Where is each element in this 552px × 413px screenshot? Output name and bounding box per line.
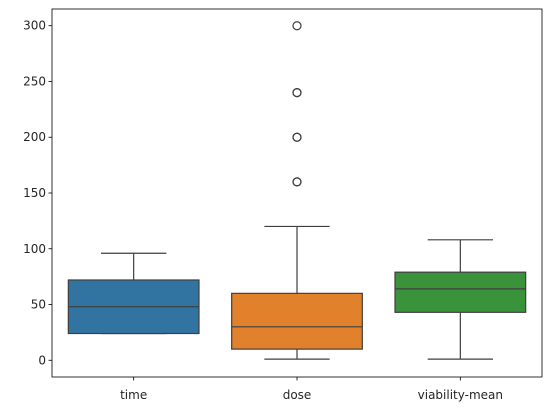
x-tick-label: time xyxy=(120,388,147,402)
boxes-layer xyxy=(67,21,527,360)
y-tick-label: 100 xyxy=(23,242,46,256)
outlier-point xyxy=(292,132,302,142)
iqr-box xyxy=(231,292,363,350)
outlier-point xyxy=(292,21,302,31)
y-tick-label: 50 xyxy=(31,298,46,312)
outlier-point xyxy=(292,177,302,187)
y-tick-label: 300 xyxy=(23,19,46,33)
y-tick-label: 150 xyxy=(23,186,46,200)
x-axis: time dose viability-mean xyxy=(120,377,503,402)
iqr-box xyxy=(394,271,527,313)
box-time xyxy=(67,252,200,335)
outlier-point xyxy=(292,88,302,98)
x-tick-label: viability-mean xyxy=(418,388,503,402)
y-tick-label: 0 xyxy=(38,353,46,367)
y-axis: 0 50 100 150 200 250 300 xyxy=(23,19,52,367)
box-dose xyxy=(231,21,363,360)
plot-frame xyxy=(51,8,543,378)
y-tick-label: 250 xyxy=(23,74,46,88)
box-viability-mean xyxy=(394,239,527,360)
y-tick-label: 200 xyxy=(23,130,46,144)
x-tick-label: dose xyxy=(283,388,312,402)
